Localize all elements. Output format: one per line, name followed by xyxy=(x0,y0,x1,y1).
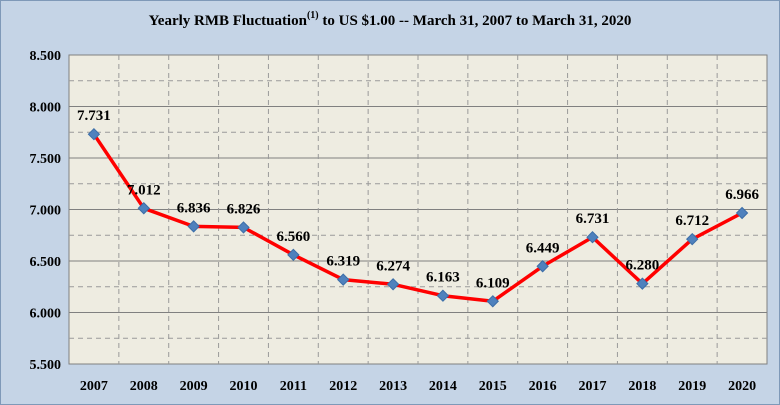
data-label: 6.319 xyxy=(326,254,360,270)
x-tick-label: 2012 xyxy=(329,379,357,394)
data-point-marker xyxy=(87,127,101,141)
x-tick-label: 2016 xyxy=(529,379,557,394)
x-tick-label: 2011 xyxy=(280,379,307,394)
data-label: 6.560 xyxy=(276,229,310,245)
y-tick-label: 8.500 xyxy=(30,49,62,64)
x-tick-label: 2017 xyxy=(579,379,607,394)
data-label: 6.836 xyxy=(177,200,211,216)
data-label: 6.449 xyxy=(526,240,560,256)
data-point-marker xyxy=(735,206,749,220)
x-tick-label: 2013 xyxy=(379,379,407,394)
data-label: 6.109 xyxy=(476,275,510,291)
chart-title: Yearly RMB Fluctuation(1) to US $1.00 --… xyxy=(1,10,779,30)
data-point-marker xyxy=(486,295,499,308)
x-tick-label: 2015 xyxy=(479,379,507,394)
y-tick-label: 6.500 xyxy=(30,255,62,270)
x-tick-label: 2018 xyxy=(628,379,656,394)
x-tick-label: 2020 xyxy=(728,379,756,394)
data-point-marker xyxy=(287,248,300,262)
x-tick-label: 2009 xyxy=(180,379,208,394)
data-point-marker xyxy=(586,230,599,244)
y-tick-label: 7.000 xyxy=(30,204,62,219)
data-point-marker xyxy=(337,273,350,286)
y-tick-label: 8.000 xyxy=(30,101,62,116)
data-label: 6.163 xyxy=(426,270,460,286)
data-label: 6.731 xyxy=(576,211,610,227)
data-label: 6.280 xyxy=(625,258,659,274)
data-label: 7.012 xyxy=(127,182,161,198)
y-tick-label: 6.000 xyxy=(30,307,62,322)
data-label: 6.712 xyxy=(675,213,709,229)
data-label: 7.731 xyxy=(77,108,111,124)
data-point-marker xyxy=(187,220,200,233)
data-point-marker xyxy=(386,278,400,291)
data-point-marker xyxy=(436,289,450,302)
data-label: 6.966 xyxy=(725,187,759,203)
x-tick-label: 2008 xyxy=(130,379,158,394)
y-tick-label: 7.500 xyxy=(30,152,62,167)
chart-title-footnote: (1) xyxy=(306,10,319,21)
data-label: 6.274 xyxy=(376,258,410,274)
x-tick-label: 2019 xyxy=(678,379,706,394)
data-labels: 7.731 7.012 6.836 6.826 6.560 6.319 6.274 6.163… xyxy=(77,108,759,291)
y-tick-label: 5.500 xyxy=(30,358,62,373)
data-point-marker xyxy=(686,232,699,246)
data-point-marker xyxy=(137,202,150,215)
y-axis: 5.500 6.000 6.500 7.000 7.500 8.000 8.500 xyxy=(30,49,62,373)
chart-title-rest: to US $1.00 -- March 31, 2007 to March 3… xyxy=(318,13,632,29)
x-tick-label: 2007 xyxy=(80,379,108,394)
data-point-marker xyxy=(536,260,549,273)
chart-title-text: Yearly RMB Fluctuation xyxy=(148,13,307,29)
data-label: 6.826 xyxy=(227,201,261,217)
x-axis: 2007 2008 2009 2010 2011 2012 2013 2014 2015 2016… xyxy=(80,379,756,394)
data-point-marker xyxy=(636,277,649,290)
series-line xyxy=(92,133,743,304)
grid-lines xyxy=(69,55,767,364)
x-tick-label: 2010 xyxy=(230,379,258,394)
x-tick-label: 2014 xyxy=(429,379,457,394)
data-markers xyxy=(87,127,749,308)
data-point-marker xyxy=(237,221,250,234)
